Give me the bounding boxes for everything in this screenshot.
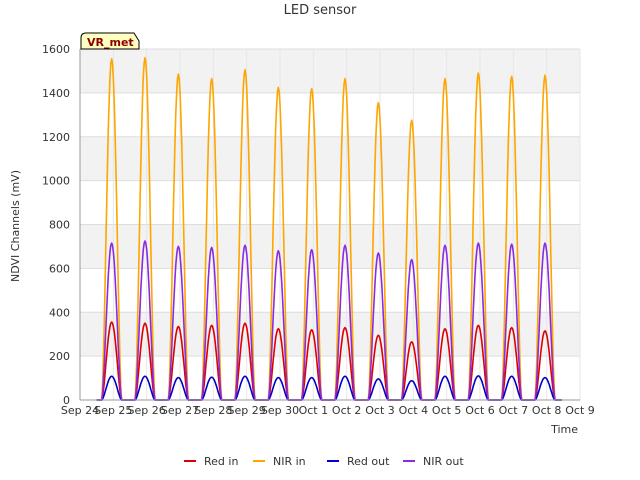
legend-entry: Red out <box>327 455 390 468</box>
legend-label: Red in <box>204 455 238 468</box>
y-tick-label: 1200 <box>42 131 70 144</box>
x-tick-label: Sep 26 <box>128 404 166 417</box>
legend-label: NIR in <box>273 455 306 468</box>
axes <box>79 49 580 401</box>
legend-entry: NIR in <box>253 455 306 468</box>
chart-title: LED sensor <box>284 3 357 18</box>
legend: Red in NIR in Red out NIR out <box>184 455 464 468</box>
y-tick-label: 1000 <box>42 175 70 188</box>
legend-label: NIR out <box>423 455 464 468</box>
x-tick-label: Oct 9 <box>565 404 595 417</box>
y-axis-label: NDVI Channels (mV) <box>9 170 22 282</box>
x-tick-label: Oct 1 <box>299 404 329 417</box>
vr-met-badge: VR_met <box>80 32 140 50</box>
plot-band <box>80 312 580 357</box>
y-tick-label: 200 <box>49 350 70 363</box>
plot-band <box>80 224 580 269</box>
x-tick-label: Sep 27 <box>161 404 199 417</box>
y-tick-label: 1400 <box>42 87 70 100</box>
legend-entry: Red in <box>184 455 238 468</box>
x-axis-label: Time <box>550 423 578 436</box>
badge-label: VR_met <box>87 36 134 49</box>
x-tick-label: Oct 3 <box>365 404 395 417</box>
x-tick-label: Sep 28 <box>194 404 232 417</box>
x-tick-label: Sep 25 <box>94 404 132 417</box>
legend-label: Red out <box>347 455 390 468</box>
y-tick-label: 400 <box>49 306 70 319</box>
y-tick-label: 800 <box>49 219 70 232</box>
x-tick-label: Oct 4 <box>399 404 429 417</box>
x-tick-label: Oct 8 <box>532 404 562 417</box>
plot-band <box>80 49 580 93</box>
x-tick-label: Oct 2 <box>332 404 362 417</box>
x-tick-label: Oct 5 <box>432 404 462 417</box>
plot-band <box>80 136 580 181</box>
y-tick-label: 1600 <box>42 43 70 56</box>
x-tick-label: Sep 29 <box>228 404 266 417</box>
x-tick-label: Oct 6 <box>465 404 495 417</box>
x-tick-label: Sep 30 <box>261 404 299 417</box>
x-tick-label: Sep 24 <box>61 404 99 417</box>
y-tick-label: 0 <box>63 394 70 407</box>
badge-shape <box>80 32 140 50</box>
y-tick-labels: 0 200 400 600 800 1000 1200 1400 1600 <box>42 43 70 407</box>
y-tick-label: 600 <box>49 262 70 275</box>
x-tick-label: Oct 7 <box>499 404 529 417</box>
legend-entry: NIR out <box>403 455 464 468</box>
